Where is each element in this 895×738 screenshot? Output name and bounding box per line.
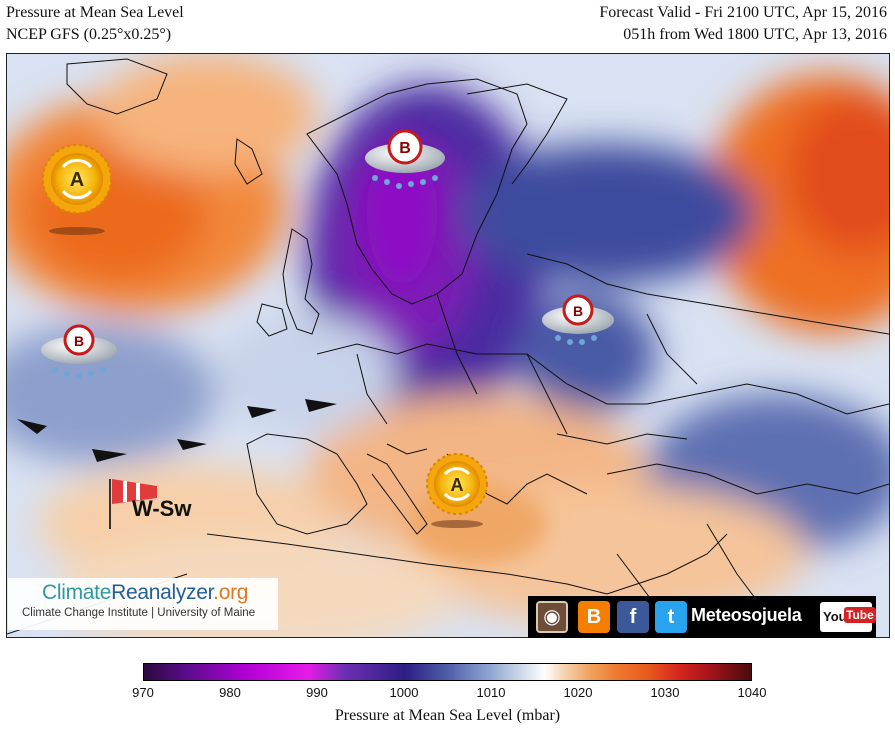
colorbar-label: Pressure at Mean Sea Level (mbar) (334, 707, 561, 724)
low-pressure-icon: B (365, 129, 445, 189)
blogger-icon[interactable]: B (578, 601, 610, 633)
svg-text:A: A (451, 475, 464, 495)
social-bar: ◉ B f t Meteosojuela You Tube (528, 596, 876, 638)
high-pressure-icon: A (426, 453, 488, 528)
model-name: NCEP GFS (0.25°x0.25°) (6, 26, 172, 43)
pressure-map: A A B B B (6, 53, 890, 638)
svg-text:B: B (573, 303, 583, 319)
colorbar-tick: 1040 (737, 685, 767, 700)
brand-name[interactable]: Meteosojuela (691, 605, 802, 625)
coastlines (7, 58, 889, 637)
header-left: Pressure at Mean Sea Level NCEP GFS (0.2… (6, 2, 184, 46)
wind-arrow (92, 449, 127, 462)
twitter-icon[interactable]: t (655, 601, 687, 633)
colorbar-tick: 1020 (563, 685, 593, 700)
colorbar-tick: 970 (132, 685, 154, 700)
map-title: Pressure at Mean Sea Level (6, 4, 184, 21)
high-pressure-icon: A (42, 144, 112, 235)
svg-text:A: A (70, 169, 84, 191)
wind-direction-label: W-Sw (132, 496, 192, 521)
colorbar-tick: 980 (219, 685, 241, 700)
pressure-field: A A B B B (7, 54, 889, 637)
credit-title: ClimateReanalyzer.org (42, 581, 249, 604)
wind-arrow (17, 419, 47, 434)
colorbar-tick: 1010 (476, 685, 506, 700)
forecast-run: 051h from Wed 1800 UTC, Apr 13, 2016 (623, 26, 887, 43)
colorbar-tick: 1030 (650, 685, 680, 700)
wind-arrow (305, 399, 337, 412)
svg-text:B: B (74, 333, 84, 349)
windsock-icon (109, 479, 157, 529)
credit-subtitle: Climate Change Institute | University of… (22, 607, 256, 619)
forecast-valid: Forecast Valid - Fri 2100 UTC, Apr 15, 2… (599, 4, 887, 21)
colorbar (143, 663, 752, 681)
low-pressure-icon: B (41, 324, 117, 379)
wind-arrow (247, 406, 277, 418)
youtube-icon[interactable]: You Tube (820, 602, 876, 632)
svg-text:B: B (399, 140, 411, 157)
climate-reanalyzer-credit: ClimateReanalyzer.org Climate Change Ins… (8, 578, 278, 630)
instagram-icon[interactable]: ◉ (536, 601, 568, 633)
colorbar-tick: 990 (306, 685, 328, 700)
header-right: Forecast Valid - Fri 2100 UTC, Apr 15, 2… (599, 2, 887, 46)
wind-arrows (17, 399, 337, 462)
low-pressure-icon: B (542, 294, 614, 345)
wind-arrow (177, 439, 207, 450)
colorbar-tick: 1000 (389, 685, 419, 700)
facebook-icon[interactable]: f (617, 601, 649, 633)
